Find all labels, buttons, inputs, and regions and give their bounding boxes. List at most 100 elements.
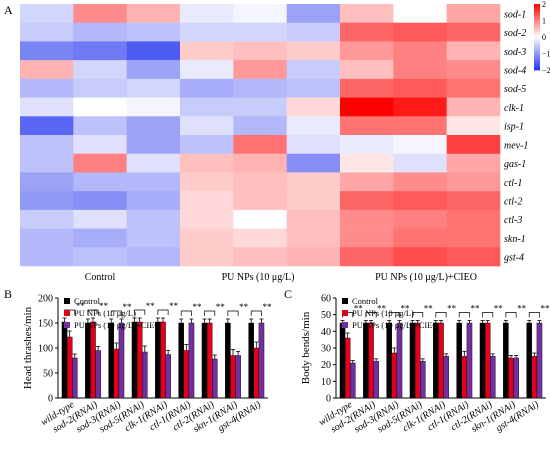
colorbar-segment — [534, 58, 540, 61]
significance-bracket — [505, 312, 517, 318]
colorbar-segment — [534, 25, 540, 28]
colorbar-tick-label: 2 — [542, 0, 546, 9]
heatmap-cell — [340, 135, 394, 155]
heatmap-cell — [446, 209, 501, 229]
significance-bracket — [412, 312, 424, 318]
heatmap-cell — [286, 4, 341, 24]
heatmap-cell — [126, 116, 181, 136]
heatmap-cell — [73, 60, 127, 80]
heatmap-cell — [340, 97, 394, 117]
bar — [142, 351, 148, 399]
heatmap-cell — [446, 153, 501, 173]
bar — [212, 358, 218, 399]
bar — [131, 321, 138, 399]
heatmap-cell — [233, 135, 287, 155]
heatmap-row-label: mev-1 — [504, 140, 528, 151]
heatmap-cell — [340, 4, 394, 24]
colorbar-segment — [534, 53, 540, 56]
bar — [536, 322, 543, 399]
bar — [456, 322, 462, 399]
bar — [391, 352, 398, 399]
bar — [225, 322, 231, 399]
heatmap-row-label: sod-1 — [504, 9, 526, 20]
bar — [66, 336, 73, 399]
y-axis-label: Head thrashes/min — [22, 306, 34, 389]
heatmap-cell — [393, 153, 447, 173]
heatmap-cell — [126, 228, 181, 248]
heatmap-cell — [233, 228, 287, 248]
heatmap-cell — [73, 153, 127, 173]
bar — [160, 321, 166, 399]
bar — [108, 322, 114, 399]
heatmap-cell — [446, 78, 501, 98]
legend-label: PU NPs (10 μg/L) — [74, 308, 136, 318]
colorbar-segment — [534, 32, 540, 35]
heatmap-row-label: skn-1 — [504, 234, 526, 245]
significance-bracket — [528, 312, 540, 318]
heatmap-cell — [286, 172, 341, 192]
heatmap-cell — [20, 153, 74, 173]
y-tick-label: 40 — [321, 327, 331, 338]
heatmap-cell — [286, 209, 341, 229]
colorbar-segment — [534, 60, 540, 63]
heatmap-cell — [180, 153, 234, 173]
heatmap-cell — [126, 135, 181, 155]
heatmap-cell — [446, 135, 501, 155]
significance-marker: ** — [470, 304, 480, 314]
heatmap-cell — [180, 22, 234, 42]
heatmap-cell — [20, 22, 74, 42]
bar — [513, 357, 519, 399]
colorbar-segment — [534, 56, 540, 59]
heatmap-cell — [73, 209, 127, 229]
significance-marker: ** — [262, 302, 272, 312]
bar — [165, 354, 171, 399]
heatmap-cell — [20, 41, 74, 61]
heatmap-cell — [180, 4, 234, 24]
colorbar-segment — [534, 68, 540, 71]
y-tick-label: 200 — [38, 294, 53, 305]
panel-label-a: A — [4, 3, 13, 17]
heatmap-cell — [180, 41, 234, 61]
heatmap-cell — [233, 172, 287, 192]
legend-swatch — [342, 310, 348, 316]
legend-label: Control — [74, 296, 101, 306]
heatmap-row-label: ctl-3 — [504, 215, 522, 226]
bar — [433, 322, 439, 399]
heatmap-group-label: Control — [85, 272, 116, 283]
heatmap-row-label: clk-1 — [504, 103, 524, 114]
significance-marker: ** — [517, 304, 527, 314]
heatmap-cell — [20, 60, 74, 80]
heatmap-cell — [393, 4, 447, 24]
colorbar-segment — [534, 12, 540, 15]
heatmap-cell — [126, 209, 181, 229]
colorbar-tick-label: −1 — [542, 50, 550, 59]
colorbar-segment — [534, 38, 540, 41]
colorbar-tick-label: 0 — [542, 33, 546, 42]
significance-bracket — [435, 312, 447, 318]
heatmap-cell — [126, 97, 181, 117]
legend-swatch — [64, 322, 70, 328]
heatmap-cell — [20, 116, 74, 136]
significance-marker: ** — [192, 302, 202, 312]
bar — [508, 357, 514, 399]
heatmap-cell — [233, 153, 287, 173]
heatmap-cell — [286, 153, 341, 173]
heatmap-cell — [126, 41, 181, 61]
heatmap-cell — [180, 78, 234, 98]
colorbar-segment — [534, 55, 540, 58]
heatmap-cell — [180, 247, 234, 267]
significance-marker: ** — [400, 304, 410, 314]
colorbar-segment — [534, 40, 540, 43]
colorbar-segment — [534, 4, 540, 7]
heatmap-cell — [73, 4, 127, 24]
legend-swatch — [64, 310, 70, 316]
y-tick-label: 10 — [321, 377, 331, 388]
significance-bracket — [204, 310, 216, 316]
heatmap-cell — [180, 209, 234, 229]
bar — [136, 321, 143, 399]
heatmap-panel: sod-1 sod-2 sod-3 sod-4 sod-5 clk-1 isp-1 mev-1… — [20, 4, 528, 283]
heatmap-cell — [233, 209, 287, 229]
